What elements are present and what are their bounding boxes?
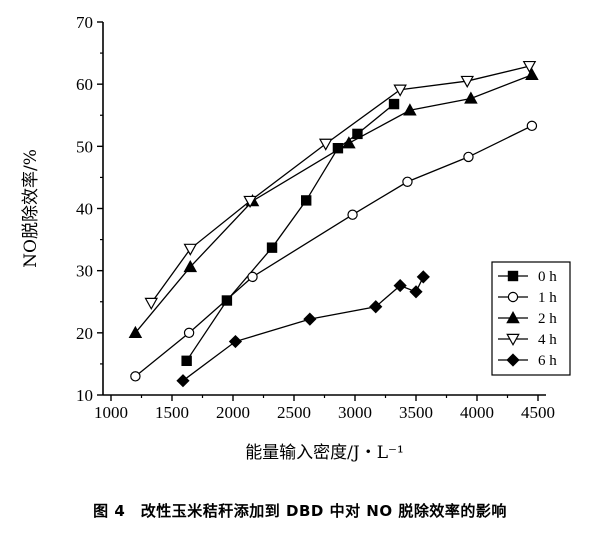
y-tick-label: 20: [76, 324, 93, 343]
x-tick-label: 1500: [155, 403, 189, 422]
x-tick-label: 4500: [521, 403, 555, 422]
legend-label: 0 h: [538, 269, 557, 285]
x-axis-ticks: 1000 1500 2000 2500 3000 3500 4000 4500: [94, 395, 555, 422]
series-line: [186, 103, 395, 362]
data-point: [526, 120, 538, 132]
data-point: [228, 334, 243, 349]
legend-marker: [506, 311, 520, 324]
y-tick-label: 60: [76, 75, 93, 94]
data-point: [393, 84, 407, 97]
y-tick-label: 30: [76, 262, 93, 281]
data-point: [183, 243, 198, 256]
data-point: [369, 300, 383, 314]
data-point: [247, 271, 258, 283]
y-tick-label: 70: [76, 13, 93, 32]
legend-item: 0 h: [498, 269, 557, 285]
data-point: [342, 136, 356, 149]
series-2: [128, 67, 539, 339]
data-point: [318, 138, 333, 151]
data-point: [183, 327, 195, 339]
legend-label: 6 h: [538, 353, 557, 369]
series-1: [130, 120, 538, 382]
series-0: [181, 98, 400, 367]
data-point: [460, 75, 475, 89]
x-tick-label: 1000: [94, 403, 128, 422]
data-point: [403, 103, 417, 116]
data-point: [221, 295, 233, 306]
legend-item: 4 h: [498, 332, 557, 348]
data-point: [393, 278, 407, 293]
data-point: [130, 371, 141, 382]
data-point: [144, 297, 159, 310]
legend-item: 6 h: [498, 353, 557, 369]
data-point: [243, 195, 257, 209]
data-point: [525, 67, 539, 81]
figure-caption: 图 4 改性玉米秸秆添加到 DBD 中对 NO 脱除效率的影响: [93, 502, 507, 520]
legend-label: 1 h: [538, 290, 557, 306]
data-point: [183, 259, 198, 273]
series-3: [144, 60, 537, 310]
data-point: [181, 355, 192, 367]
legend: 0 h 1 h 2 h 4 h 6 h: [491, 261, 571, 376]
data-point: [128, 325, 143, 339]
legend-label: 2 h: [538, 311, 557, 327]
y-tick-label: 50: [76, 137, 93, 156]
x-tick-label: 2500: [277, 403, 311, 422]
series-line: [182, 276, 424, 382]
data-point: [463, 151, 474, 163]
y-axis-title: NO脱除效率/%: [21, 149, 41, 268]
data-point: [388, 98, 400, 110]
series-line: [134, 125, 533, 377]
y-axis-ticks: 10 20 30 40 50 60 70: [76, 13, 103, 405]
data-point: [416, 270, 430, 284]
data-point: [176, 374, 190, 388]
x-tick-label: 4000: [460, 403, 494, 422]
data-point: [522, 60, 537, 74]
data-point: [409, 285, 423, 299]
legend-label: 4 h: [538, 332, 557, 348]
x-tick-label: 2000: [216, 403, 250, 422]
y-tick-label: 40: [76, 200, 93, 219]
y-tick-label: 10: [76, 386, 93, 405]
data-point: [301, 195, 312, 206]
x-tick-label: 3500: [399, 403, 433, 422]
data-point: [266, 242, 278, 253]
data-point: [303, 312, 317, 326]
plot-area: [128, 60, 539, 388]
data-point: [347, 209, 358, 220]
data-point: [402, 176, 413, 187]
data-point: [464, 91, 478, 104]
x-tick-label: 3000: [338, 403, 372, 422]
legend-marker: [506, 353, 520, 367]
legend-marker: [506, 333, 520, 346]
legend-marker: [507, 270, 519, 282]
legend-marker: [507, 291, 519, 303]
series-line: [134, 74, 533, 334]
series-4: [176, 270, 430, 388]
legend-item: 1 h: [498, 290, 557, 306]
legend-item: 2 h: [498, 311, 557, 327]
x-axis-title: 能量输入密度/J・L⁻¹: [245, 443, 404, 463]
